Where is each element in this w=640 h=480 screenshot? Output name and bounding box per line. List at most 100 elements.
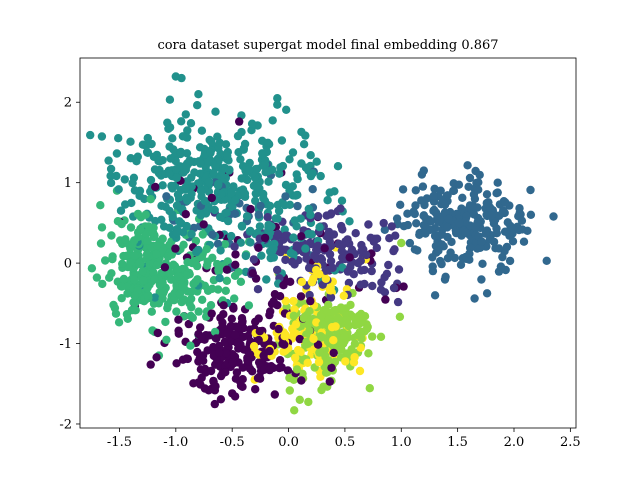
- scatter-point: [196, 323, 205, 332]
- scatter-point: [130, 186, 140, 195]
- scatter-point: [325, 377, 334, 386]
- scatter-point: [415, 230, 424, 239]
- scatter-point: [295, 334, 304, 344]
- scatter-point: [526, 185, 535, 195]
- scatter-point: [139, 276, 148, 285]
- scatter-point: [152, 241, 162, 250]
- scatter-point: [178, 132, 188, 141]
- scatter-point: [126, 258, 135, 267]
- scatter-point: [430, 291, 440, 300]
- scatter-point: [397, 238, 406, 248]
- scatter-point: [254, 335, 263, 345]
- scatter-point: [412, 219, 421, 228]
- scatter-point: [176, 149, 185, 159]
- scatter-point: [299, 313, 308, 323]
- scatter-point: [228, 358, 237, 367]
- scatter-point: [208, 230, 217, 239]
- scatter-point: [253, 285, 263, 294]
- scatter-point: [437, 240, 446, 249]
- scatter-point: [339, 291, 348, 300]
- scatter-point: [281, 296, 290, 306]
- scatter-point: [290, 216, 299, 225]
- scatter-point: [303, 358, 312, 367]
- scatter-point: [417, 170, 427, 179]
- scatter-point: [189, 379, 198, 388]
- scatter-point: [395, 312, 405, 321]
- scatter-point: [150, 165, 160, 174]
- scatter-point: [297, 232, 306, 241]
- scatter-point: [238, 375, 247, 384]
- scatter-point: [452, 228, 461, 238]
- scatter-point: [246, 226, 255, 236]
- scatter-point: [318, 320, 327, 329]
- scatter-point: [394, 265, 404, 274]
- scatter-point: [171, 244, 180, 253]
- scatter-point: [477, 275, 486, 284]
- scatter-point: [246, 204, 255, 214]
- scatter-point: [473, 218, 482, 227]
- scatter-point: [243, 356, 252, 365]
- scatter-point: [399, 282, 408, 291]
- scatter-point: [428, 253, 437, 262]
- scatter-point: [117, 294, 126, 303]
- scatter-point: [275, 356, 285, 365]
- scatter-point: [505, 256, 515, 266]
- scatter-point: [131, 306, 140, 315]
- scatter-point: [165, 240, 174, 249]
- scatter-point: [430, 224, 440, 233]
- scatter-point: [211, 382, 220, 391]
- scatter-point: [477, 237, 486, 246]
- scatter-point: [172, 173, 181, 183]
- scatter-point: [326, 256, 336, 266]
- scatter-point: [220, 240, 230, 249]
- scatter-point: [418, 182, 428, 191]
- scatter-point: [474, 185, 483, 194]
- scatter-point: [142, 147, 152, 157]
- scatter-point: [468, 201, 478, 211]
- scatter-point: [221, 349, 231, 358]
- scatter-point: [336, 204, 345, 213]
- scatter-point: [338, 339, 348, 348]
- scatter-point: [221, 368, 230, 377]
- scatter-point: [167, 181, 176, 191]
- scatter-point: [111, 309, 121, 318]
- scatter-point: [172, 307, 181, 316]
- scatter-point: [270, 390, 279, 399]
- scatter-point: [265, 201, 275, 211]
- scatter-point: [259, 193, 268, 203]
- scatter-point: [206, 148, 215, 158]
- scatter-point: [351, 320, 360, 330]
- scatter-point: [183, 354, 192, 364]
- scatter-point: [194, 357, 203, 366]
- scatter-point: [254, 243, 263, 252]
- scatter-point: [268, 165, 277, 174]
- scatter-point: [198, 230, 207, 239]
- scatter-point: [240, 189, 250, 198]
- scatter-point: [280, 346, 290, 355]
- scatter-point: [301, 163, 311, 172]
- scatter-point: [429, 191, 438, 201]
- scatter-point: [446, 248, 455, 257]
- scatter-point: [380, 225, 389, 234]
- scatter-point: [105, 273, 114, 282]
- scatter-point: [178, 282, 187, 291]
- scatter-point: [239, 144, 248, 153]
- scatter-point: [345, 217, 354, 226]
- scatter-point: [149, 268, 158, 277]
- scatter-point: [273, 94, 282, 103]
- scatter-point: [306, 296, 315, 306]
- scatter-point: [304, 263, 314, 273]
- scatter-point: [141, 210, 150, 219]
- scatter-point: [136, 224, 145, 234]
- scatter-point: [377, 278, 386, 287]
- scatter-point: [120, 175, 129, 184]
- scatter-point: [287, 257, 297, 266]
- scatter-point: [101, 256, 110, 265]
- scatter-point: [187, 294, 196, 303]
- scatter-point: [489, 237, 499, 247]
- scatter-point: [285, 386, 294, 395]
- y-tick-label: 0: [64, 257, 72, 272]
- scatter-point: [178, 228, 188, 237]
- scatter-point: [212, 334, 221, 343]
- scatter-point: [264, 177, 273, 186]
